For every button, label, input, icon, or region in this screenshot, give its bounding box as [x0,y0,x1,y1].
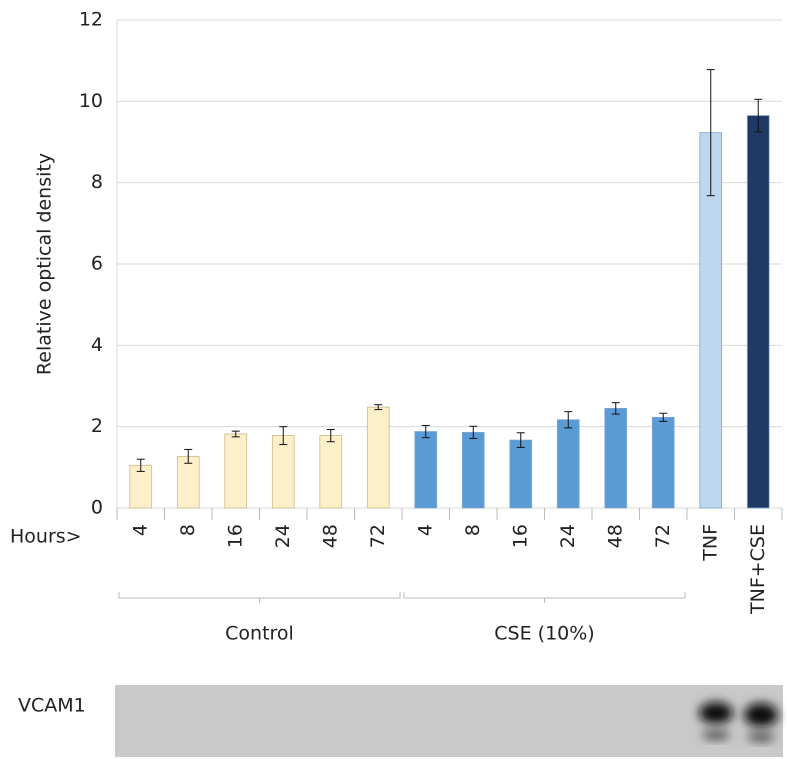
x-tick-label: 72 [652,524,674,548]
bar [320,436,342,508]
x-tick-label: 4 [129,524,151,536]
bar [177,456,199,508]
page: Relative optical density Hours> VCAM1 0 2… [0,0,787,759]
y-tick-label: 12 [79,9,103,31]
x-tick-label: 16 [224,524,246,548]
blot-band [747,732,775,742]
group-label: CSE (10%) [494,623,594,645]
x-tick-label: 16 [509,524,531,548]
bar [652,417,674,508]
bar [557,420,579,508]
bar [510,440,532,508]
bar [367,407,389,508]
bar [605,408,627,508]
x-tick-label: 48 [319,524,341,548]
bar [272,436,294,508]
group-bracket [404,592,685,603]
bar [462,432,484,508]
group-bracket [119,592,400,603]
x-tick-label: 24 [272,524,294,548]
blot-band [702,730,730,740]
group-label: Control [225,623,294,645]
x-tick-label: TNF+CSE [747,524,769,615]
blot-image [115,685,783,757]
blot-label: VCAM1 [18,695,86,717]
x-tick-label: 48 [604,524,626,548]
x-tick-label: 24 [557,524,579,548]
blot-band [744,703,778,727]
x-tick-label: TNF [699,524,721,562]
x-tick-label: 72 [367,524,389,548]
y-tick-label: 8 [91,171,103,193]
bar [225,434,247,508]
y-tick-label: 0 [91,497,103,519]
x-tick-label: 4 [414,524,436,536]
chart: Relative optical density Hours> VCAM1 0 2… [0,0,787,759]
y-tick-label: 2 [91,415,103,437]
blot-band [699,702,733,724]
bar [415,432,437,508]
y-tick-label: 4 [91,334,103,356]
y-tick-label: 10 [79,90,103,112]
bar [747,116,769,508]
y-axis-label: Relative optical density [34,153,56,375]
x-tick-label: 8 [462,524,484,536]
x-prefix-label: Hours> [10,526,82,548]
x-tick-label: 8 [177,524,199,536]
y-tick-label: 6 [91,253,103,275]
